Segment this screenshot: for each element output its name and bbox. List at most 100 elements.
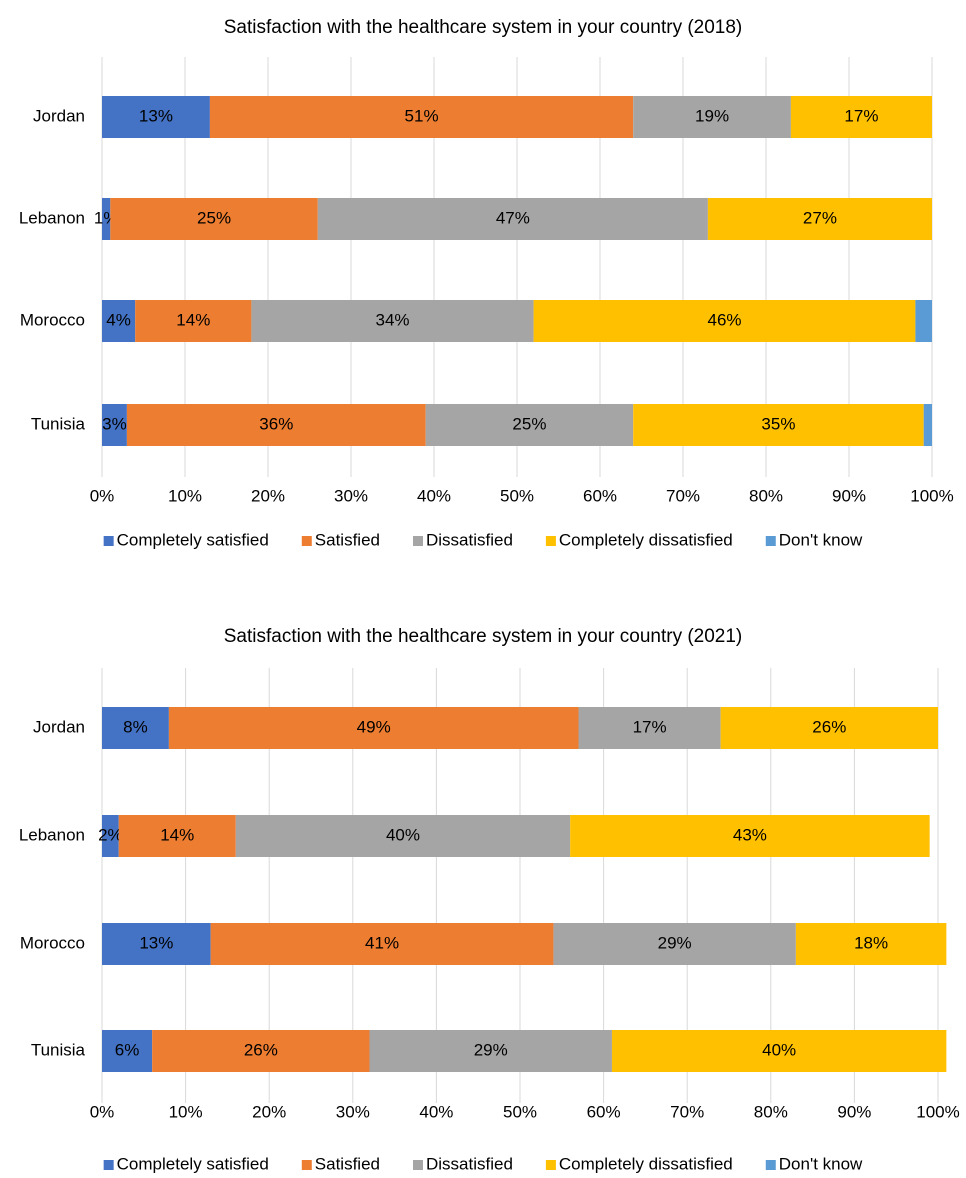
bar-segment [102,404,127,446]
bar-segment [633,96,791,138]
data-label: 26% [812,717,846,736]
x-tick-label: 0% [90,1102,115,1121]
bar-segment [102,1030,153,1072]
x-tick-label: 40% [417,486,451,505]
x-tick-label: 80% [754,1102,788,1121]
data-label: 2% [98,825,123,844]
bar-segment [425,404,634,446]
data-label: 3% [102,414,127,433]
legend-label: Completely satisfied [117,530,269,549]
x-tick-label: 40% [419,1102,453,1121]
x-tick-label: 10% [168,486,202,505]
legend-label: Completely dissatisfied [559,1154,733,1173]
bar-segment [209,96,634,138]
x-tick-label: 60% [583,486,617,505]
data-label: 47% [496,208,530,227]
legend-label: Satisfied [315,1154,380,1173]
bar-segment [570,815,930,857]
bar-segment [102,300,136,342]
bar-segment [795,923,947,965]
legend-label: Dissatisfied [426,530,513,549]
legend-label: Dissatisfied [426,1154,513,1173]
legend: Completely satisfied Satisfied Dissatisfie… [103,530,863,549]
bar-segment [102,707,169,749]
legend-swatch [765,1160,776,1170]
data-label: 49% [357,717,391,736]
legend-label: Don't know [779,1154,863,1173]
chart: Satisfaction with the healthcare system … [19,626,960,1173]
data-label: 17% [633,717,667,736]
bar-segment [168,707,579,749]
data-label: 29% [474,1040,508,1059]
x-tick-label: 60% [587,1102,621,1121]
data-label: 4% [106,310,131,329]
bar-segment [126,404,426,446]
data-label: 26% [244,1040,278,1059]
data-label: 43% [733,825,767,844]
y-tick-label: Lebanon [19,208,85,227]
bar-segment [923,404,932,446]
bar-segment [707,198,932,240]
bar-segment [611,1030,947,1072]
data-label: 19% [695,106,729,125]
bar-segment [790,96,932,138]
data-label: 35% [761,414,795,433]
bar-segment [110,198,318,240]
x-tick-label: 30% [334,486,368,505]
data-label: 46% [707,310,741,329]
data-label: 25% [512,414,546,433]
legend-label: Completely satisfied [117,1154,269,1173]
x-tick-label: 80% [749,486,783,505]
data-label: 14% [176,310,210,329]
bar-segment [533,300,916,342]
data-label: 27% [803,208,837,227]
y-tick-label: Tunisia [31,414,86,433]
bar-segment [915,300,932,342]
bar-segment [369,1030,612,1072]
legend-swatch [765,536,776,546]
legend-swatch [412,536,423,546]
legend-swatch [545,536,556,546]
data-label: 51% [405,106,439,125]
y-tick-label: Lebanon [19,825,85,844]
bar-segment [102,198,111,240]
legend-swatch [301,1160,312,1170]
x-tick-label: 20% [252,1102,286,1121]
data-label: 6% [115,1040,140,1059]
x-tick-label: 20% [251,486,285,505]
bar-segment [118,815,236,857]
y-tick-label: Morocco [20,310,85,329]
data-label: 40% [386,825,420,844]
data-label: 25% [197,208,231,227]
y-tick-label: Jordan [33,717,85,736]
y-tick-label: Tunisia [31,1040,86,1059]
bar-segment [633,404,924,446]
bar-segment [102,923,211,965]
legend-swatch [301,536,312,546]
x-tick-label: 50% [500,486,534,505]
x-tick-label: 30% [336,1102,370,1121]
y-tick-label: Morocco [20,933,85,952]
x-tick-label: 70% [666,486,700,505]
x-tick-label: 90% [832,486,866,505]
y-tick-label: Jordan [33,106,85,125]
legend-swatch [545,1160,556,1170]
chart: Satisfaction with the healthcare system … [19,17,954,549]
bar-segment [235,815,571,857]
bar-segment [102,96,210,138]
data-label: 34% [375,310,409,329]
legend-label: Completely dissatisfied [559,530,733,549]
data-label: 18% [854,933,888,952]
chart-title: Satisfaction with the healthcare system … [224,17,743,38]
bar-segment [102,815,119,857]
x-tick-label: 90% [837,1102,871,1121]
bar-segment [251,300,534,342]
x-tick-label: 100% [910,486,953,505]
x-tick-label: 0% [90,486,115,505]
data-label: 40% [762,1040,796,1059]
data-label: 13% [139,106,173,125]
data-label: 14% [160,825,194,844]
legend: Completely satisfied Satisfied Dissatisfie… [103,1154,863,1173]
x-tick-label: 100% [916,1102,959,1121]
